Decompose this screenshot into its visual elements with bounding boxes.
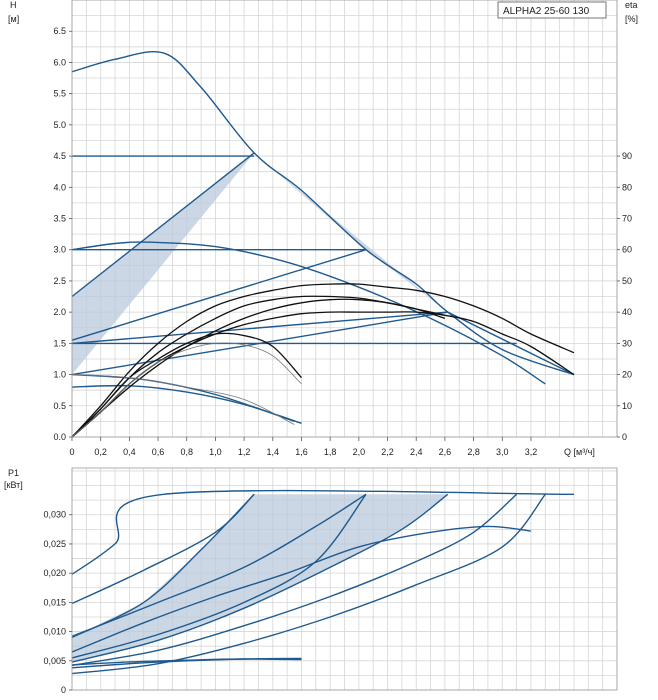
eta-axis-unit: [%] [625, 14, 638, 24]
x-tick-label: 2,0 [353, 447, 366, 457]
eta-axis-label: eta [625, 0, 638, 10]
eta-tick-label: 20 [622, 370, 632, 380]
eta-tick-label: 0 [622, 432, 627, 442]
power-axis-label: P1 [8, 468, 19, 478]
power-curve-6 [71, 493, 449, 663]
x-tick-label: 3,2 [525, 447, 538, 457]
head-curve-9 [71, 311, 448, 345]
eta-tick-label: 70 [622, 214, 632, 224]
y-tick-label: 4.0 [53, 182, 66, 192]
efficiency-curves [71, 283, 575, 438]
y-tick-label: 0.0 [53, 432, 66, 442]
eta-tick-label: 30 [622, 338, 632, 348]
model-label: ALPHA2 25-60 130 [503, 6, 590, 17]
x-tick-label: 0,4 [123, 447, 136, 457]
head-curves [71, 50, 575, 424]
power-chart-frame [71, 467, 618, 691]
power-tick-label: 0,015 [43, 597, 66, 607]
y-tick-label: 5.0 [53, 120, 66, 130]
y-tick-label: 6.0 [53, 57, 66, 67]
x-tick-label: 0,8 [180, 447, 193, 457]
eta-y-ticks: 0 10 20 30 40 50 60 70 80 90 [617, 151, 632, 442]
x-tick-label: 2,2 [381, 447, 394, 457]
head-curve-10 [447, 311, 575, 376]
eta-curve-4 [71, 298, 446, 438]
flow-x-ticks: 0 0,2 0,4 0,6 0,8 1,0 1,2 1,4 1,6 1,8 2,0 2,2 2,4 2,6… [69, 437, 537, 457]
x-tick-label: 2,6 [439, 447, 452, 457]
power-operating-area [72, 494, 448, 662]
x-tick-label: 1,8 [324, 447, 337, 457]
y-tick-label: 6.5 [53, 26, 66, 36]
eta-curve-5 [71, 332, 302, 438]
power-curve-8 [71, 525, 531, 653]
power-tick-label: 0,005 [43, 656, 66, 666]
power-curves [71, 489, 575, 675]
x-tick-label: 3,0 [496, 447, 509, 457]
eta-tick-label: 90 [622, 151, 632, 161]
eta-tick-label: 10 [622, 401, 632, 411]
y-tick-label: 2.5 [53, 276, 66, 286]
eta-tick-label: 50 [622, 276, 632, 286]
x-tick-label: 0,2 [94, 447, 107, 457]
power-tick-label: 0,010 [43, 627, 66, 637]
model-label-box [497, 1, 607, 19]
head-chart-grid [71, 0, 618, 438]
power-curve-chart: 0 0,005 0,010 0,015 0,020 0,025 0,030 P1 [кВт] [4, 467, 618, 695]
eta-tick-label: 80 [622, 182, 632, 192]
x-tick-label: 1,0 [209, 447, 222, 457]
power-curve-4 [71, 493, 367, 637]
y-tick-label: 5.5 [53, 89, 66, 99]
operating-range-area [72, 152, 448, 375]
x-tick-label: 2,8 [467, 447, 480, 457]
power-curve-9 [71, 493, 546, 675]
eta-curve-7 [71, 374, 295, 425]
head-curve-1 [71, 50, 575, 376]
power-tick-label: 0,020 [43, 568, 66, 578]
power-curve-5 [71, 493, 367, 659]
eta-tick-label: 40 [622, 307, 632, 317]
head-axis-unit: [м] [8, 14, 19, 24]
head-curve-6 [71, 249, 367, 341]
x-tick-label: 2,4 [410, 447, 423, 457]
head-curve-8 [71, 311, 448, 376]
power-tick-label: 0,025 [43, 539, 66, 549]
y-tick-label: 3.5 [53, 214, 66, 224]
eta-tick-label: 60 [622, 245, 632, 255]
head-operating-area [72, 152, 448, 375]
head-curve-chart: 0.0 0.5 1.0 1.5 2.0 2.5 3.0 3.5 4.0 4.5 5.0 5.5 6.0 6… [8, 0, 638, 457]
x-tick-label: 1,6 [295, 447, 308, 457]
head-curve-3 [71, 152, 255, 298]
power-tick-label: 0,030 [43, 510, 66, 520]
power-range-area [72, 494, 448, 662]
x-tick-label: 1,2 [238, 447, 251, 457]
y-tick-label: 1.0 [53, 370, 66, 380]
power-curve-1 [71, 489, 575, 575]
eta-curve-2 [71, 283, 575, 438]
head-curve-12 [71, 373, 295, 423]
power-curve-11 [71, 658, 302, 666]
head-axis-label: H [10, 0, 17, 10]
y-tick-label: 3.0 [53, 245, 66, 255]
y-tick-label: 2.0 [53, 307, 66, 317]
y-tick-label: 1.5 [53, 338, 66, 348]
y-tick-label: 0.5 [53, 401, 66, 411]
power-y-ticks: 0 0,005 0,010 0,015 0,020 0,025 0,030 [43, 510, 72, 695]
power-tick-label: 0 [61, 685, 66, 695]
power-curve-7 [71, 493, 518, 667]
y-tick-label: 4.5 [53, 151, 66, 161]
x-tick-label: 0,6 [152, 447, 165, 457]
flow-axis-label: Q [м³/ч] [564, 447, 595, 457]
x-tick-label: 0 [69, 447, 74, 457]
eta-curve-6 [71, 342, 302, 438]
head-y-ticks: 0.0 0.5 1.0 1.5 2.0 2.5 3.0 3.5 4.0 4.5 5.0 5.5 6.0 6… [53, 26, 72, 442]
power-axis-unit: [кВт] [4, 480, 23, 490]
x-tick-label: 1,4 [267, 447, 280, 457]
